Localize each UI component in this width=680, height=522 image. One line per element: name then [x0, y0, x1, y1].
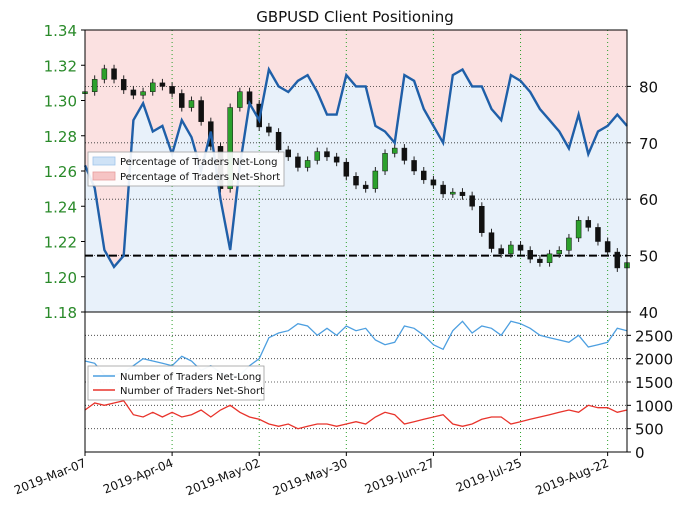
candle-body: [575, 220, 582, 239]
legend-label-traders-long: Number of Traders Net-Long: [120, 372, 261, 383]
traders-net-short-line: [84, 399, 628, 430]
candle-body: [537, 258, 543, 263]
candle-body: [391, 147, 398, 154]
lower-right-tick-label: 2500: [635, 327, 673, 345]
candle-body: [488, 232, 495, 249]
legend-swatch-net-long: [92, 156, 116, 166]
candle-body: [198, 100, 204, 122]
candle-body: [353, 176, 359, 186]
candle-body: [469, 195, 475, 207]
x-tick-label: 2019-May-30: [271, 456, 350, 499]
candle-body: [382, 153, 388, 172]
candle-body: [556, 250, 562, 255]
legend-label-net-short: Percentage of Traders Net-Short: [120, 172, 280, 183]
x-tick-label: 2019-Aug-22: [534, 456, 611, 498]
left-tick-label: 1.26: [44, 163, 77, 181]
candle-body: [130, 89, 137, 96]
legend-swatch-net-short: [92, 171, 116, 181]
left-tick-label: 1.28: [44, 128, 77, 146]
lower-right-tick-label: 0: [635, 444, 645, 462]
legend-label-traders-short: Number of Traders Net-Short: [120, 386, 264, 397]
candle-body: [517, 244, 524, 251]
candle-body: [285, 149, 291, 158]
legend-label-net-long: Percentage of Traders Net-Long: [120, 157, 278, 168]
left-tick-label: 1.22: [44, 234, 77, 252]
right-tick-label: 70: [639, 135, 658, 153]
candle-body: [91, 79, 98, 92]
candle-body: [450, 191, 456, 195]
candle-body: [150, 82, 156, 92]
x-tick-label: 2019-Apr-04: [101, 456, 175, 497]
candle-body: [343, 161, 350, 177]
upper-legend: Percentage of Traders Net-Long Percentage…: [87, 151, 285, 187]
candle-body: [237, 91, 243, 108]
right-tick-label: 80: [639, 78, 658, 96]
candle-body: [188, 100, 195, 108]
candle-body: [479, 206, 485, 233]
lower-legend-box: [87, 365, 265, 401]
candle-body: [275, 131, 282, 151]
right-tick-label: 50: [639, 248, 658, 266]
left-tick-label: 1.32: [44, 57, 77, 75]
candle-body: [333, 156, 340, 163]
candle-body: [314, 151, 321, 161]
candle-body: [401, 147, 408, 161]
candle-body: [614, 251, 621, 269]
lower-right-tick-label: 2000: [635, 351, 673, 369]
left-tick-label: 1.24: [44, 198, 77, 216]
candle-body: [140, 91, 146, 96]
left-tick-label: 1.18: [44, 304, 77, 322]
x-tick-label: 2019-Jul-25: [454, 456, 524, 495]
right-tick-label: 60: [639, 191, 658, 209]
candle-body: [421, 170, 427, 181]
x-tick-label: 2019-May-02: [184, 456, 263, 499]
left-tick-label: 1.34: [44, 22, 77, 40]
candle-body: [304, 160, 311, 168]
lower-right-tick-label: 1000: [635, 397, 673, 415]
net-short-area: [85, 30, 627, 267]
left-tick-label: 1.30: [44, 93, 77, 111]
candle-body: [362, 184, 369, 189]
candle-body: [430, 179, 437, 186]
x-tick-label: 2019-Mar-07: [12, 456, 88, 498]
candle-body: [508, 244, 514, 255]
candle-body: [111, 68, 117, 80]
candle-body: [179, 93, 185, 108]
lower-right-tick-label: 1500: [635, 374, 673, 392]
lower-legend: Number of Traders Net-Long Number of Trad…: [87, 365, 265, 401]
candle-body: [159, 82, 166, 87]
upper-legend-box: [87, 151, 285, 187]
candle-body: [546, 253, 553, 263]
candle-body: [459, 191, 466, 196]
candle-body: [411, 160, 417, 172]
net-long-percent-line: [83, 66, 628, 269]
lower-right-tick-label: 500: [635, 421, 664, 439]
candle-body: [566, 237, 572, 251]
candle-body: [585, 220, 592, 228]
candle-body: [169, 86, 175, 94]
candle-body: [440, 184, 446, 195]
traders-net-long-line: [84, 320, 628, 378]
candle-body: [604, 241, 611, 253]
candle-body: [595, 227, 601, 242]
candle-body: [527, 250, 533, 260]
candle-body: [498, 248, 504, 255]
candle-body: [372, 170, 379, 189]
chart-title: GBPUSD Client Positioning: [256, 8, 454, 26]
left-tick-label: 1.20: [44, 269, 77, 287]
candle-body: [227, 107, 233, 189]
candle-body: [101, 68, 108, 80]
candle-body: [120, 79, 127, 91]
candle-body: [295, 156, 301, 168]
right-tick-label: 40: [639, 304, 658, 322]
candle-body: [324, 151, 330, 158]
candle-body: [266, 126, 272, 133]
x-tick-label: 2019-Jun-27: [363, 456, 437, 497]
